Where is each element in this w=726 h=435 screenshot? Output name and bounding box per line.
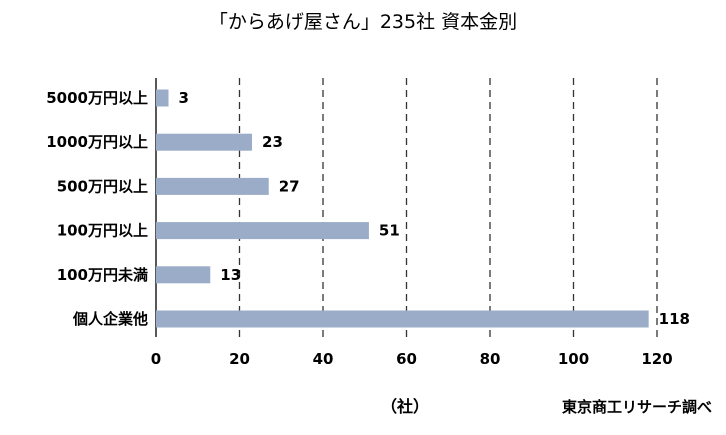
data-label: 23 <box>262 133 283 151</box>
source-label: 東京商工リサーチ調べ <box>562 398 712 416</box>
data-label: 27 <box>279 177 300 195</box>
category-label: 5000万円以上 <box>46 89 148 107</box>
category-label: 100万円未満 <box>57 266 148 284</box>
category-label: 500万円以上 <box>57 177 148 195</box>
data-label: 3 <box>179 89 189 107</box>
x-tick-label: 80 <box>480 350 501 368</box>
data-label: 118 <box>659 310 690 328</box>
category-label: 1000万円以上 <box>46 133 148 151</box>
x-tick-label: 20 <box>229 350 250 368</box>
bar <box>156 310 649 328</box>
bar <box>156 222 369 240</box>
data-label: 51 <box>379 222 400 240</box>
category-label: 個人企業他 <box>72 310 148 328</box>
bar <box>156 133 253 151</box>
x-tick-label: 60 <box>396 350 417 368</box>
x-tick-label: 100 <box>558 350 589 368</box>
data-label: 13 <box>220 266 241 284</box>
x-tick-label: 40 <box>313 350 334 368</box>
chart-title: 「からあげ屋さん」235社 資本金別 <box>209 11 517 33</box>
bar <box>156 266 211 284</box>
category-label: 100万円以上 <box>57 222 148 240</box>
bar <box>156 177 269 195</box>
x-axis-label: （社） <box>381 397 429 416</box>
x-tick-label: 120 <box>641 350 672 368</box>
bar <box>156 89 169 107</box>
x-tick-label: 0 <box>151 350 161 368</box>
